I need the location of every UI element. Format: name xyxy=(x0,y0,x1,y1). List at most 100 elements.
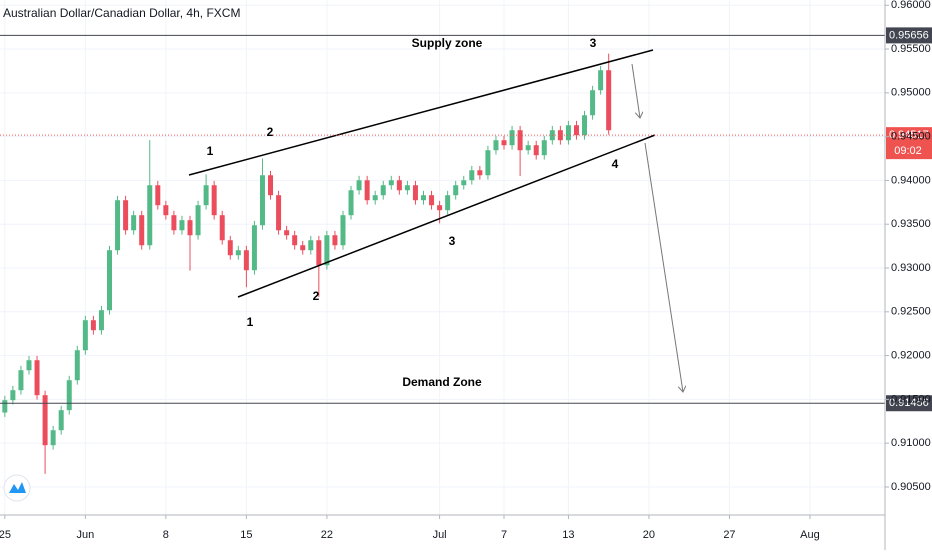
candle-body xyxy=(42,395,48,446)
candle-body xyxy=(139,215,145,246)
x-tick-label: 15 xyxy=(240,529,252,541)
candle-body xyxy=(115,200,121,251)
x-tick-label: Jun xyxy=(76,529,94,541)
candle-body xyxy=(582,115,588,136)
candle-body xyxy=(2,400,8,413)
annotation: Demand Zone xyxy=(402,375,482,389)
annotation: 3 xyxy=(590,36,597,50)
x-tick-label: Aug xyxy=(800,529,820,541)
candle-body xyxy=(58,410,64,431)
candle-body xyxy=(461,180,467,186)
candle-body xyxy=(445,195,451,211)
candle-body xyxy=(420,195,426,201)
candle-body xyxy=(98,310,104,331)
y-tick-label: 0.95000 xyxy=(891,87,931,99)
candle-body xyxy=(598,70,604,91)
candle-body xyxy=(565,125,571,141)
candle-body xyxy=(300,245,306,251)
candle-body xyxy=(123,200,129,231)
candle-body xyxy=(308,240,314,251)
annotation: 3 xyxy=(449,234,456,248)
annotation: Supply zone xyxy=(412,36,483,50)
candle-body xyxy=(541,140,547,156)
y-tick-label: 0.94500 xyxy=(891,131,931,143)
candle-body xyxy=(50,430,56,446)
candle-body xyxy=(437,205,443,211)
level-label-box xyxy=(886,395,932,412)
candle-body xyxy=(219,215,225,241)
annotation: 1 xyxy=(247,315,254,329)
level-label-box xyxy=(886,27,932,44)
y-tick-label: 0.93000 xyxy=(891,262,931,274)
x-tick-label: 22 xyxy=(321,529,333,541)
candle-body xyxy=(34,360,40,396)
y-tick-label: 0.90500 xyxy=(891,481,931,493)
annotation: 2 xyxy=(267,125,274,139)
candle-body xyxy=(106,250,112,311)
trend-line xyxy=(237,134,656,298)
candle-body xyxy=(147,185,153,246)
candle-body xyxy=(187,220,193,236)
x-tick-label: 27 xyxy=(723,529,735,541)
candle-body xyxy=(74,350,80,381)
candle-body xyxy=(18,370,24,391)
candle-body xyxy=(372,195,378,201)
y-tick-label: 0.92500 xyxy=(891,306,931,318)
candle-body xyxy=(203,185,209,206)
chart-title: Australian Dollar/Canadian Dollar, 4h, F… xyxy=(3,6,240,20)
candle-body xyxy=(396,180,402,191)
candle-body xyxy=(227,240,233,256)
candle-body xyxy=(284,230,290,236)
candle-body xyxy=(195,205,201,236)
candle-body xyxy=(485,150,491,176)
candle-body xyxy=(606,70,612,131)
candle-body xyxy=(525,145,531,151)
candle-body xyxy=(517,130,523,151)
candle-body xyxy=(573,125,579,136)
candle-body xyxy=(348,190,354,216)
candle-body xyxy=(155,185,161,206)
level-label: 0.91456 xyxy=(889,397,929,409)
annotation: 2 xyxy=(313,289,320,303)
current-price-box xyxy=(886,127,932,160)
x-tick-label: 20 xyxy=(643,529,655,541)
candle-body xyxy=(324,235,330,266)
candle-body xyxy=(276,195,282,231)
x-tick-label: 13 xyxy=(562,529,574,541)
candle-body xyxy=(259,175,265,226)
candle-body xyxy=(404,185,410,191)
level-label: 0.95656 xyxy=(889,29,929,41)
candle-body xyxy=(364,180,370,201)
candle-body xyxy=(493,140,499,151)
current-price-label: 0.94517 xyxy=(889,129,929,141)
candle-body xyxy=(429,195,435,206)
candle-body xyxy=(557,130,563,141)
candle-body xyxy=(235,250,241,256)
candle-body xyxy=(533,145,539,156)
x-tick-label: 25 xyxy=(0,529,11,541)
arrow xyxy=(644,142,683,392)
y-tick-label: 0.93500 xyxy=(891,218,931,230)
y-tick-label: 0.95500 xyxy=(891,43,931,55)
candle-body xyxy=(268,175,274,196)
candle-body xyxy=(509,130,515,146)
candle-body xyxy=(340,215,346,246)
x-tick-label: Jul xyxy=(433,529,447,541)
candle-body xyxy=(292,235,298,246)
candle-body xyxy=(590,90,596,116)
candle-body xyxy=(82,320,88,351)
candle-body xyxy=(211,185,217,216)
candle-body xyxy=(332,235,338,246)
trend-line xyxy=(188,49,654,176)
candle-body xyxy=(356,180,362,191)
candle-body xyxy=(453,185,459,196)
candle-body xyxy=(10,390,16,401)
candle-body xyxy=(501,140,507,146)
drawings xyxy=(188,49,683,392)
y-tick-label: 0.91500 xyxy=(891,393,931,405)
countdown: 09:02 xyxy=(894,145,922,157)
candle-body xyxy=(316,240,322,266)
candle-body xyxy=(251,225,257,271)
annotation: 1 xyxy=(207,144,214,158)
